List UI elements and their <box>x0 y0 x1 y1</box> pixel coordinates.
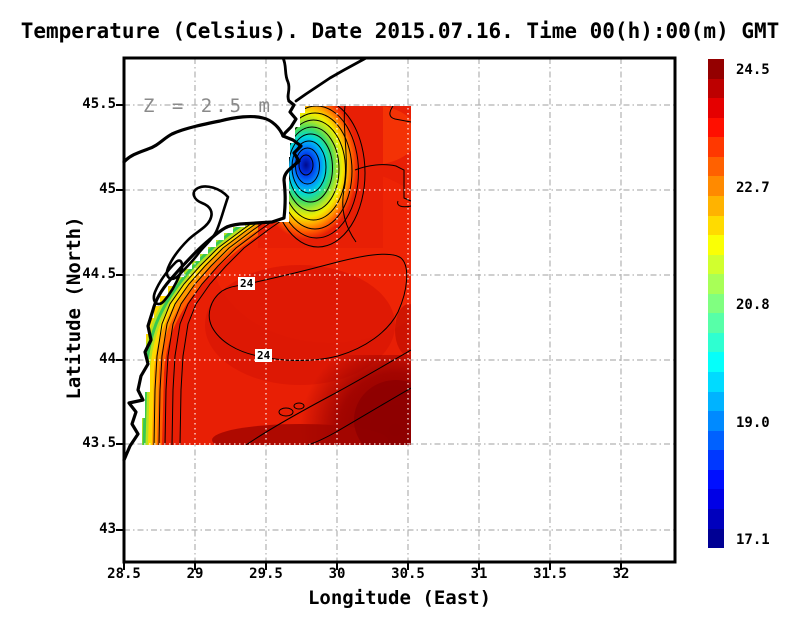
colorbar-step <box>708 313 724 333</box>
colorbar-step <box>708 195 724 216</box>
colorbar-step <box>708 235 724 255</box>
colorbar-step <box>708 411 724 431</box>
y-tick-label: 43.5 <box>82 435 116 451</box>
colorbar-step <box>708 215 724 236</box>
colorbar-step <box>708 450 724 470</box>
x-tick-label: 28.5 <box>107 566 141 582</box>
colorbar-tick-label: 17.1 <box>736 532 770 548</box>
lagoon-outline <box>165 185 230 281</box>
colorbar-step <box>708 293 724 314</box>
depth-annotation: Z = 2.5 m <box>143 95 273 117</box>
x-tick-label: 30 <box>328 566 346 582</box>
colorbar-step <box>708 469 724 490</box>
tick-marks <box>116 104 622 570</box>
x-tick-label: 31.5 <box>533 566 567 582</box>
colorbar-step <box>708 176 724 196</box>
gridlines-inside-field <box>142 106 411 445</box>
x-tick-label: 31 <box>470 566 488 582</box>
eddy-contour-ring <box>298 154 314 176</box>
contour-value-label: 24 <box>238 277 256 290</box>
x-tick-label: 29 <box>186 566 204 582</box>
colorbar-step <box>708 274 724 294</box>
x-tick-label: 32 <box>612 566 630 582</box>
y-tick-label: 43 <box>99 521 116 537</box>
colorbar-step <box>708 508 724 529</box>
plot-box <box>122 56 677 564</box>
colorbar-step <box>708 430 724 451</box>
colorbar-gradient <box>708 59 724 549</box>
x-axis-label: Longitude (East) <box>307 587 492 609</box>
coastal-contour <box>179 215 289 445</box>
colorbar-tick-label: 24.5 <box>736 62 770 78</box>
lagoon-outline-2 <box>152 259 184 306</box>
contour-value-label: 24 <box>255 349 273 362</box>
coastal-contour <box>164 215 274 445</box>
temperature-field <box>142 106 411 445</box>
x-tick-label: 29.5 <box>249 566 283 582</box>
y-tick-label: 45 <box>99 181 116 197</box>
coastal-contour <box>158 215 268 445</box>
coastline-main <box>122 114 303 462</box>
colorbar-tick-label: 22.7 <box>736 179 770 196</box>
colorbar-step <box>708 489 724 509</box>
colorbar-step <box>708 391 724 412</box>
cold-core-eddy <box>258 106 383 248</box>
x-tick-label: 30.5 <box>391 566 425 582</box>
colorbar-tick-label: 19.0 <box>736 414 770 431</box>
y-tick-label: 44.5 <box>82 266 116 282</box>
coastal-contour <box>153 215 263 445</box>
contour-lines <box>153 106 411 445</box>
colorbar-step <box>708 117 724 138</box>
colorbar-step <box>708 156 724 177</box>
y-axis-label: Latitude (North) <box>63 216 85 400</box>
colorbar-tick-label: 20.8 <box>736 297 770 313</box>
colorbar-step <box>708 98 724 118</box>
danube-river-branch <box>281 56 291 103</box>
colorbar-step <box>708 78 724 99</box>
colorbar-step <box>708 254 724 275</box>
y-tick-label: 45.5 <box>82 96 116 112</box>
danube-delta-tip <box>281 99 298 138</box>
plot-title: Temperature (Celsius). Date 2015.07.16. … <box>20 19 780 43</box>
colorbar-step <box>708 137 724 157</box>
colorbar-step <box>708 528 724 549</box>
coastal-band-layer <box>142 216 254 445</box>
contour-24 <box>208 253 408 361</box>
coastline <box>122 56 368 462</box>
coastal-cool-band <box>142 200 270 445</box>
colorbar-step <box>708 352 724 372</box>
colorbar-step <box>708 59 724 79</box>
y-tick-label: 44 <box>99 351 116 367</box>
danube-river-branch-2 <box>294 56 368 103</box>
colorbar-step <box>708 372 724 392</box>
colorbar-step <box>708 332 724 353</box>
